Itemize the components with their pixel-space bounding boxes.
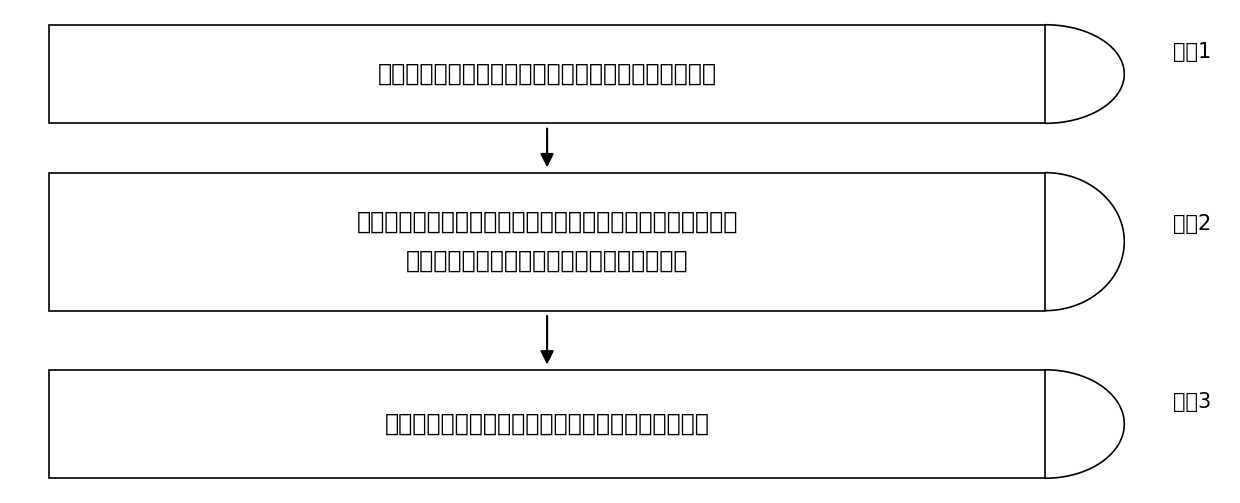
- Text: 步骤2: 步骤2: [1173, 214, 1211, 234]
- Text: 对成形的所述弹性模具进行真空加热处理，固化成型: 对成形的所述弹性模具进行真空加热处理，固化成型: [384, 412, 709, 436]
- Text: 将所述混合胶体在模具母版与电泳辅助系统的电泳阴极之间形
成的辅助电场之间进行弹性模具定向沉积成形: 将所述混合胶体在模具母版与电泳辅助系统的电泳阴极之间形 成的辅助电场之间进行弹性…: [356, 210, 738, 273]
- Text: 步骤3: 步骤3: [1173, 392, 1211, 412]
- Text: 将强化颗粒或填充物与胶体进行均匀混合形成混合胶体: 将强化颗粒或填充物与胶体进行均匀混合形成混合胶体: [378, 62, 717, 86]
- Bar: [48, 173, 1045, 311]
- Bar: [48, 25, 1045, 123]
- Bar: [48, 370, 1045, 478]
- Text: 步骤1: 步骤1: [1173, 42, 1211, 62]
